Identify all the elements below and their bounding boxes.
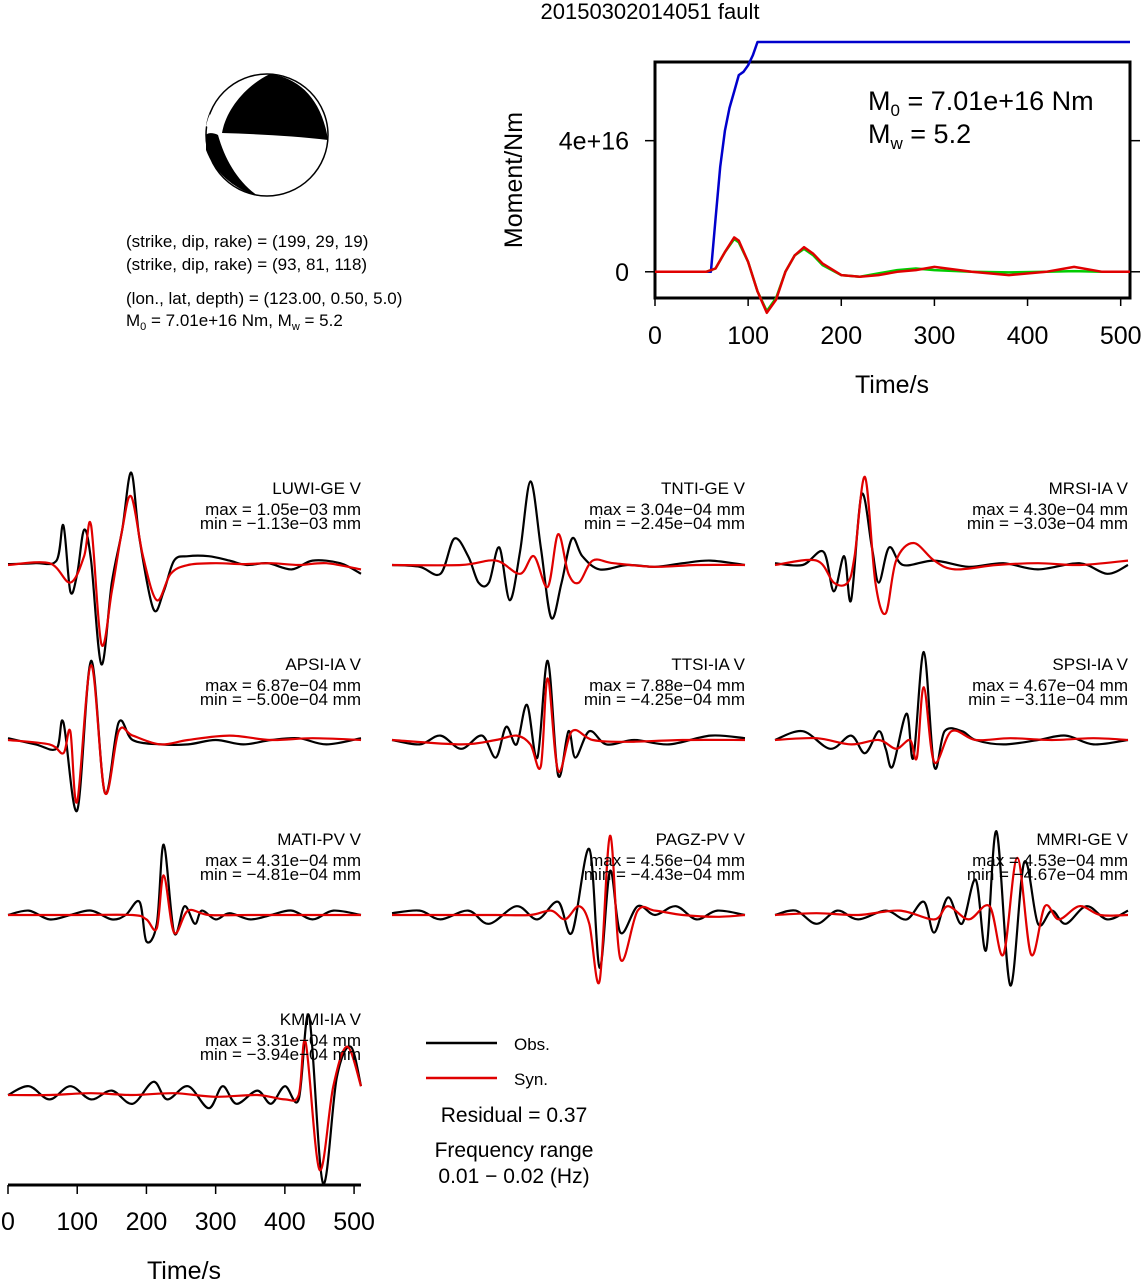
- series-stf-red: [655, 236, 1130, 315]
- focal-mechanism-beachball: [205, 73, 329, 197]
- moment-xtick-label: 400: [1007, 322, 1049, 350]
- mw-annotation: Mw = 5.2: [868, 119, 971, 153]
- observed-trace: [774, 492, 1129, 603]
- station-max: max = 3.31e−04 mm: [205, 1031, 361, 1050]
- observed-trace: [774, 650, 1129, 771]
- wave-xtick-label: 100: [56, 1208, 98, 1236]
- moment-ytick-label: 0: [615, 259, 629, 287]
- station-label: SPSI-IA V: [1052, 655, 1128, 674]
- moment-ylabel: Moment/Nm: [500, 112, 528, 248]
- wave-xtick-label: 500: [333, 1208, 375, 1236]
- station-min: min = −2.45e−04 mm: [584, 514, 745, 533]
- legend-obs-label: Obs.: [514, 1035, 550, 1054]
- station-label: TTSI-IA V: [671, 655, 745, 674]
- station-max: max = 1.05e−03 mm: [205, 500, 361, 519]
- station-min: min = −4.81e−04 mm: [200, 865, 361, 884]
- station-max: max = 4.31e−04 mm: [205, 851, 361, 870]
- mechanism-line-1: (strike, dip, rake) = (199, 29, 19): [126, 232, 368, 251]
- station-label: LUWI-GE V: [272, 479, 361, 498]
- station-min: min = −3.11e−04 mm: [968, 690, 1128, 709]
- station-max: max = 4.56e−04 mm: [589, 851, 745, 870]
- figure-title: 20150302014051 fault: [541, 0, 760, 24]
- moment-ytick-label: 4e+16: [559, 128, 629, 156]
- station-max: max = 4.53e−04 mm: [972, 851, 1128, 870]
- observed-trace: [391, 847, 746, 969]
- station-min: min = −3.03e−04 mm: [967, 514, 1128, 533]
- synthetic-trace: [391, 533, 746, 589]
- station-min: min = −4.25e−04 mm: [584, 690, 745, 709]
- station-label: PAGZ-PV V: [656, 830, 746, 849]
- frequency-range-value: 0.01 − 0.02 (Hz): [438, 1165, 589, 1188]
- synthetic-trace: [774, 856, 1129, 957]
- synthetic-trace: [774, 475, 1129, 616]
- station-min: min = −5.00e−04 mm: [200, 690, 361, 709]
- observed-trace: [774, 830, 1129, 987]
- station-label: MMRI-GE V: [1036, 830, 1128, 849]
- station-min: min = −1.13e−03 mm: [200, 514, 361, 533]
- mechanism-line-3: (lon., lat, depth) = (123.00, 0.50, 5.0): [126, 289, 402, 308]
- wave-xtick-label: 0: [1, 1208, 15, 1236]
- station-min: min = −4.67e−04 mm: [967, 865, 1128, 884]
- synthetic-trace: [7, 664, 362, 804]
- wave-xtick-label: 200: [126, 1208, 168, 1236]
- synthetic-trace: [8, 874, 361, 935]
- m0-annotation: M0 = 7.01e+16 Nm: [868, 86, 1094, 120]
- mechanism-line-4: M0 = 7.01e+16 Nm, Mw = 5.2: [126, 311, 343, 333]
- waveform-xlabel: Time/s: [147, 1257, 221, 1280]
- synthetic-trace: [774, 686, 1129, 765]
- legend-syn-label: Syn.: [514, 1070, 548, 1089]
- station-label: APSI-IA V: [285, 655, 361, 674]
- station-label: MATI-PV V: [277, 830, 361, 849]
- synthetic-trace: [7, 494, 362, 648]
- moment-xlabel: Time/s: [855, 371, 929, 399]
- station-min: min = −4.43e−04 mm: [584, 865, 745, 884]
- station-label: TNTI-GE V: [661, 479, 746, 498]
- station-label: KMMI-IA V: [280, 1010, 362, 1029]
- wave-xtick-label: 300: [195, 1208, 237, 1236]
- moment-plot-frame: [653, 60, 1132, 300]
- synthetic-trace: [392, 834, 746, 985]
- frequency-range-label: Frequency range: [435, 1139, 594, 1162]
- legend: Obs. Syn.: [426, 1035, 550, 1089]
- station-max: max = 7.88e−04 mm: [589, 676, 745, 695]
- station-label: MRSI-IA V: [1049, 479, 1129, 498]
- station-min: min = −3.94e−04 mm: [200, 1045, 361, 1064]
- moment-xtick-label: 0: [648, 322, 662, 350]
- moment-xtick-label: 300: [914, 322, 956, 350]
- synthetic-trace: [7, 1039, 363, 1172]
- residual-text: Residual = 0.37: [441, 1104, 588, 1127]
- waveform-time-axis: 0 100 200 300 400 500 Time/s: [1, 1183, 375, 1280]
- series-moment: [655, 40, 1130, 274]
- wave-xtick-label: 400: [264, 1208, 306, 1236]
- moment-xtick-label: 200: [820, 322, 862, 350]
- station-max: max = 4.30e−04 mm: [972, 500, 1128, 519]
- station-max: max = 6.87e−04 mm: [205, 676, 361, 695]
- station-max: max = 4.67e−04 mm: [972, 676, 1128, 695]
- moment-xtick-label: 500: [1100, 322, 1142, 350]
- synthetic-trace: [391, 677, 746, 773]
- mechanism-line-2: (strike, dip, rake) = (93, 81, 118): [126, 255, 367, 274]
- station-max: max = 3.04e−04 mm: [589, 500, 745, 519]
- moment-xtick-label: 100: [727, 322, 769, 350]
